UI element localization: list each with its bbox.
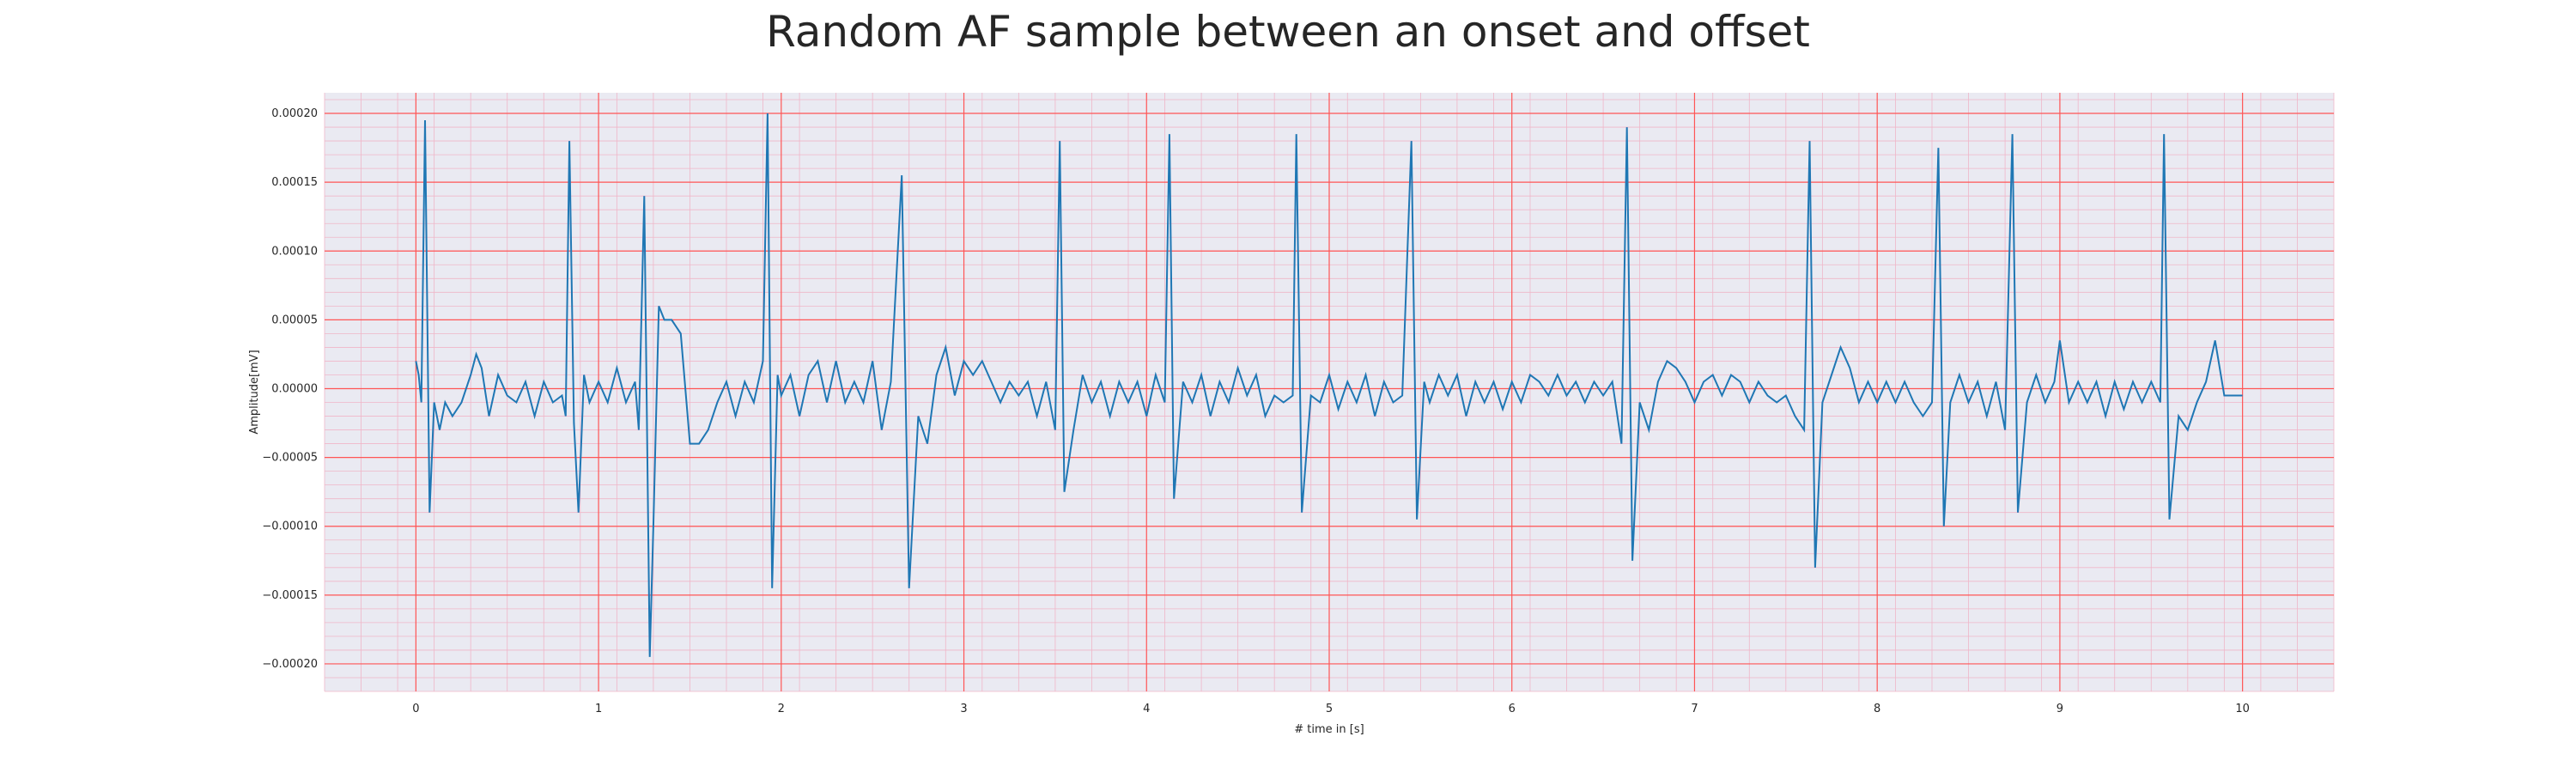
- x-tick-label: 2: [778, 703, 785, 715]
- x-axis-label: # time in [s]: [1294, 723, 1364, 736]
- x-tick-label: 7: [1691, 703, 1698, 715]
- x-tick-label: 10: [2235, 703, 2250, 715]
- major-grid: [325, 93, 2334, 691]
- x-tick-label: 0: [412, 703, 419, 715]
- x-tick-labels: 0 1 2 3 4 5 6 7 8 9 10: [412, 703, 2250, 715]
- y-tick-label: −0.00020: [262, 658, 318, 671]
- y-tick-label: 0.00005: [271, 313, 318, 326]
- y-tick-label: 0.00020: [271, 107, 318, 120]
- x-tick-label: 9: [2057, 703, 2063, 715]
- x-tick-label: 1: [595, 703, 602, 715]
- y-axis-label: Amplitude[mV]: [248, 350, 261, 434]
- x-tick-label: 3: [960, 703, 967, 715]
- y-tick-label: −0.00015: [262, 589, 318, 602]
- y-tick-label: 0.00015: [271, 176, 318, 189]
- signal-line: [415, 113, 2243, 657]
- chart-title: Random AF sample between an onset and of…: [766, 7, 1810, 57]
- x-tick-label: 8: [1874, 703, 1880, 715]
- x-tick-label: 5: [1326, 703, 1333, 715]
- y-tick-labels: 0.00020 0.00015 0.00010 0.00005 0.00000 −0.00…: [262, 107, 318, 671]
- y-tick-label: −0.00005: [262, 452, 318, 465]
- x-tick-label: 6: [1509, 703, 1516, 715]
- y-tick-label: 0.00000: [271, 382, 318, 395]
- x-tick-label: 4: [1143, 703, 1150, 715]
- y-tick-label: −0.00010: [262, 520, 318, 533]
- y-tick-label: 0.00010: [271, 245, 318, 258]
